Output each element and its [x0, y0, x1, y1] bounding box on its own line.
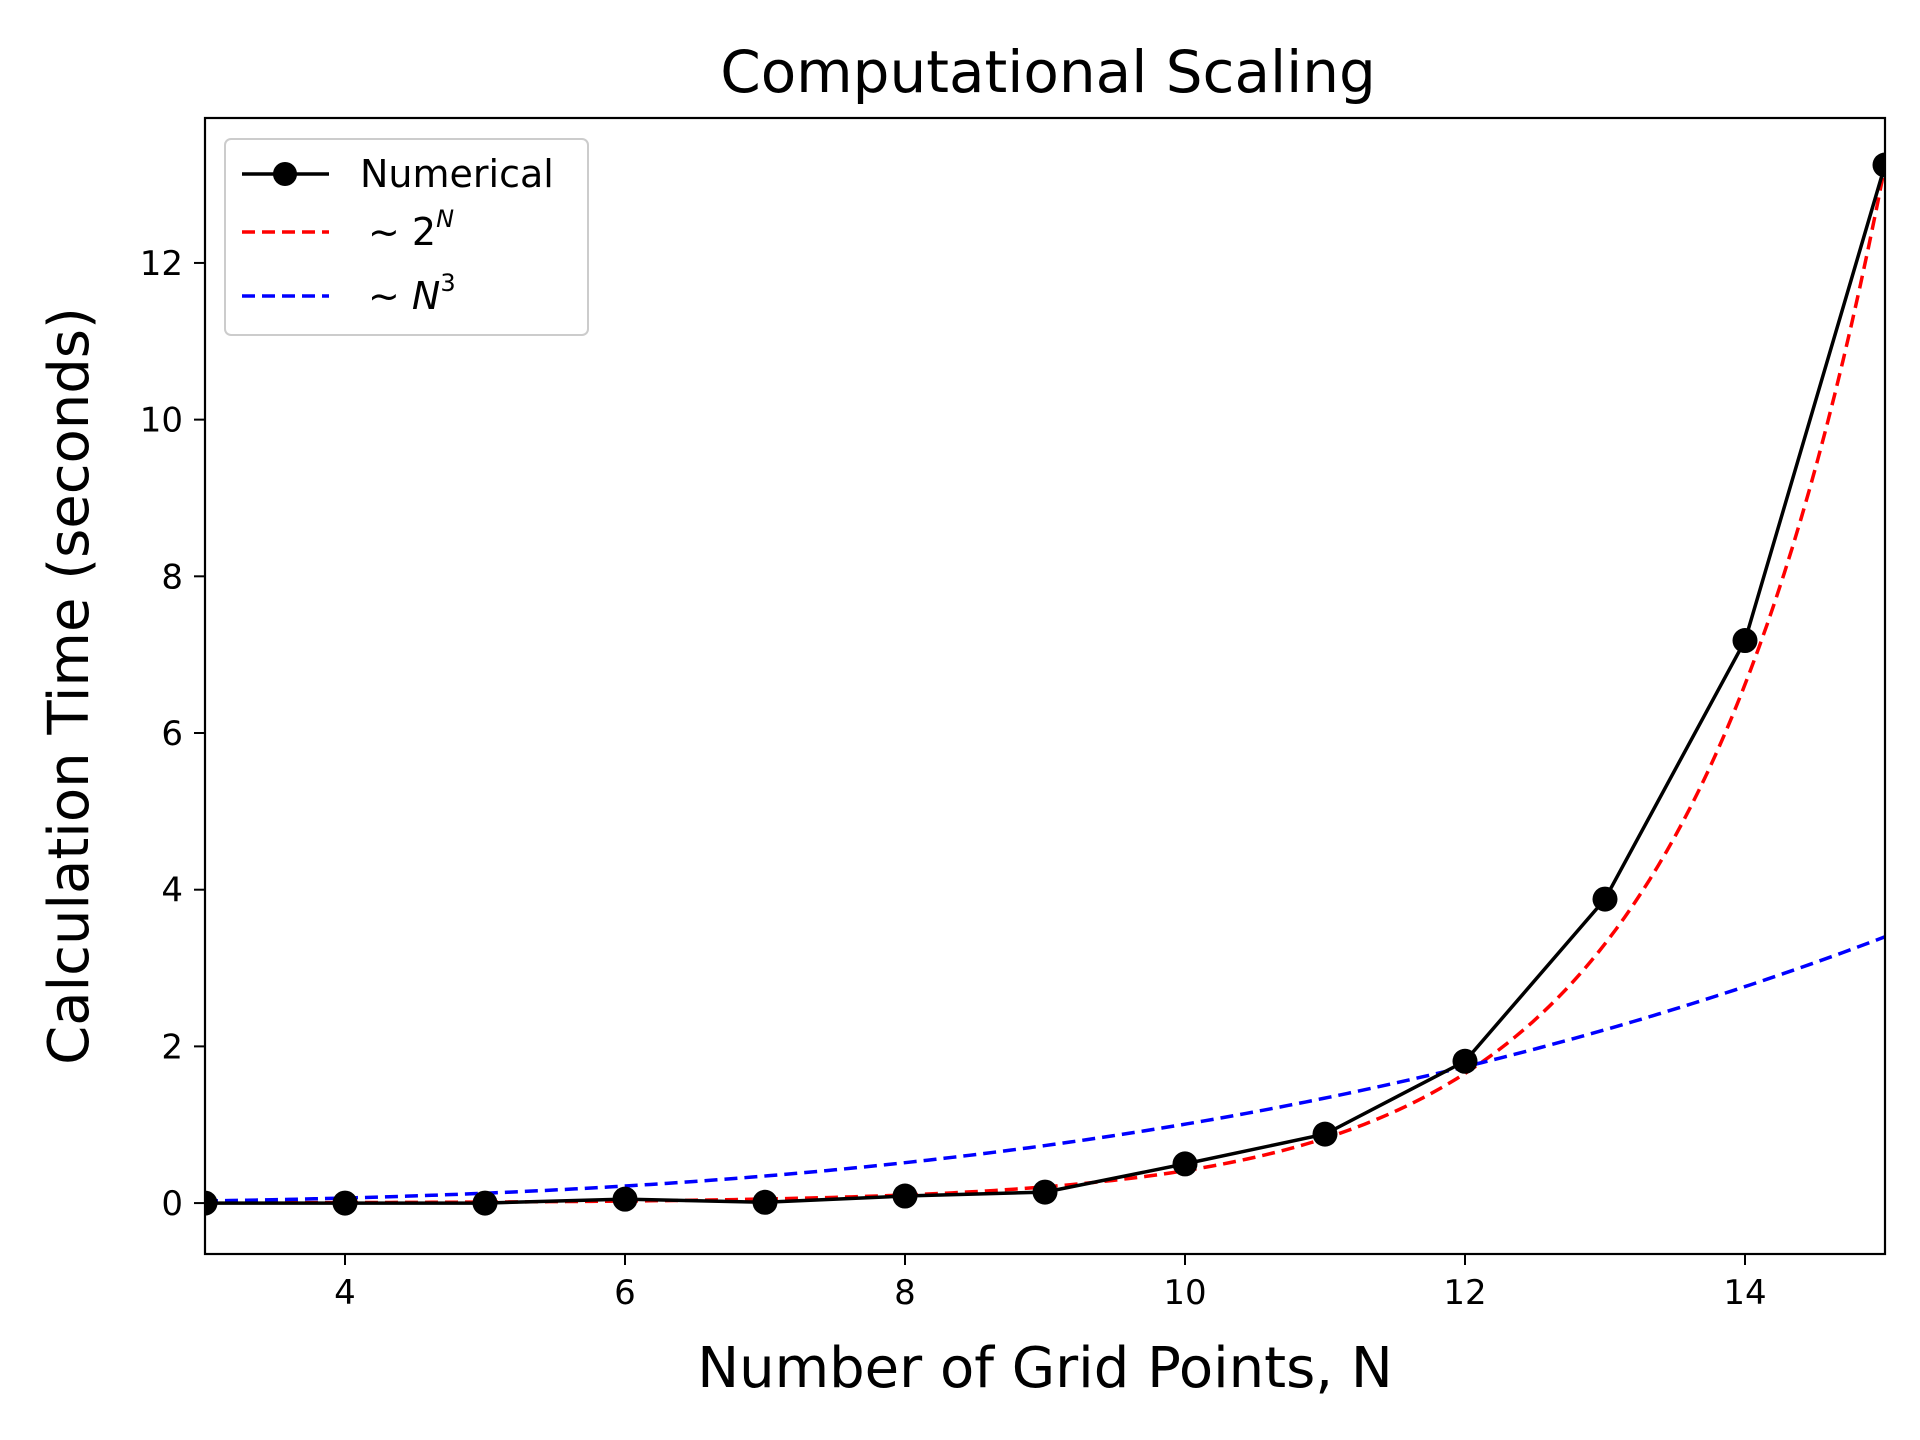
x-tick-label: 4: [334, 1273, 356, 1313]
y-tick-label: 0: [161, 1184, 183, 1224]
legend-label-n3-prefix: ~: [368, 274, 412, 318]
x-axis-label: Number of Grid Points, N: [697, 1336, 1393, 1401]
legend: Numerical ~ 2N ~ N3: [224, 138, 589, 336]
legend-box: [224, 138, 589, 336]
y-axis-ticks: 0 2 4 6 8 10 12: [140, 244, 205, 1224]
x-tick-label: 10: [1163, 1273, 1206, 1313]
legend-label-n3-sup: 3: [440, 269, 455, 297]
data-point-numerical: [205, 1190, 218, 1216]
plot-frame: [203, 116, 1887, 1256]
y-axis-label: Calculation Time (seconds): [37, 307, 102, 1065]
legend-label-2n-prefix: ~: [368, 210, 412, 254]
data-point-numerical: [1592, 886, 1618, 912]
data-point-numerical: [332, 1190, 358, 1216]
legend-label-2n-base: 2: [412, 210, 436, 254]
x-tick-label: 8: [894, 1273, 916, 1313]
series-layer: [205, 152, 1885, 1216]
y-tick-label: 10: [140, 401, 183, 441]
data-point-numerical: [612, 1186, 638, 1212]
data-point-numerical: [472, 1190, 498, 1216]
data-point-numerical: [752, 1189, 778, 1215]
x-tick-label: 14: [1723, 1273, 1766, 1313]
data-point-numerical: [1172, 1151, 1198, 1177]
plot-area: [203, 116, 1887, 1256]
y-tick-label: 12: [140, 244, 183, 284]
y-tick-label: 6: [161, 714, 183, 754]
data-point-numerical: [892, 1183, 918, 1209]
data-point-numerical: [1872, 152, 1885, 178]
legend-label-n3-base: N: [412, 274, 440, 318]
data-point-numerical: [1312, 1121, 1338, 1147]
legend-label-n3: ~ N3: [368, 269, 456, 318]
legend-label-2n-sup: N: [436, 205, 454, 233]
data-point-numerical: [1732, 628, 1758, 654]
x-axis-ticks: 4 6 8 10 12 14: [334, 1254, 1767, 1313]
legend-label-numerical: Numerical: [360, 152, 554, 196]
y-tick-label: 2: [161, 1027, 183, 1067]
y-tick-label: 4: [161, 871, 183, 911]
x-tick-label: 12: [1443, 1273, 1486, 1313]
x-tick-label: 6: [614, 1273, 636, 1313]
y-tick-label: 8: [161, 557, 183, 597]
data-point-numerical: [1032, 1179, 1058, 1205]
legend-marker-numerical: [273, 162, 297, 186]
chart-title: Computational Scaling: [720, 38, 1376, 106]
legend-label-2n: ~ 2N: [368, 205, 454, 254]
data-point-numerical: [1452, 1048, 1478, 1074]
